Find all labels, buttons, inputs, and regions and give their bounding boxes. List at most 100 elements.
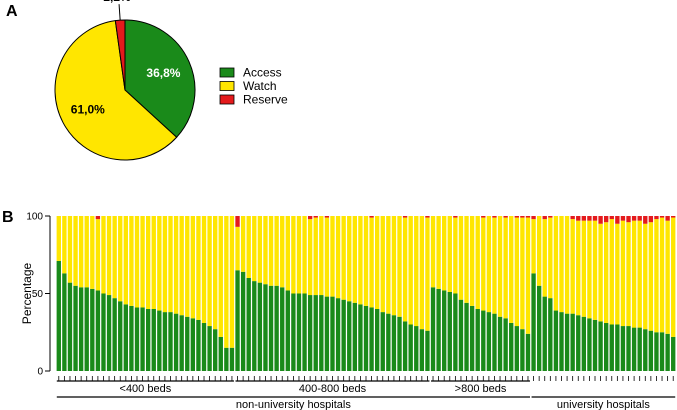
bar-access bbox=[637, 327, 642, 371]
bar-reserve bbox=[659, 216, 665, 218]
bar-access bbox=[492, 313, 497, 371]
bar-access bbox=[598, 321, 603, 371]
bar-access bbox=[514, 326, 519, 371]
y-axis: 0 50 100 Percentage bbox=[20, 212, 51, 378]
bar-watch bbox=[637, 220, 642, 328]
bar-access bbox=[397, 316, 402, 371]
bar-watch bbox=[386, 216, 391, 314]
bar-watch bbox=[525, 217, 531, 334]
bar-access bbox=[112, 298, 117, 371]
bar-access bbox=[67, 282, 73, 371]
bar-access bbox=[145, 309, 151, 371]
bar-access bbox=[408, 324, 413, 371]
bar-access bbox=[324, 296, 330, 371]
bar-reserve bbox=[307, 216, 313, 220]
bar-watch bbox=[643, 223, 648, 330]
bar-access bbox=[631, 327, 637, 371]
bar-reserve bbox=[503, 216, 508, 218]
bar-watch bbox=[123, 216, 128, 305]
bar-watch bbox=[207, 216, 212, 327]
bar-access bbox=[648, 330, 654, 371]
bar-reserve bbox=[492, 216, 497, 218]
bar-access bbox=[453, 293, 458, 371]
bar-access bbox=[626, 326, 631, 371]
bar-watch bbox=[604, 222, 609, 323]
bar-watch bbox=[285, 216, 290, 291]
bar-access bbox=[257, 282, 263, 371]
panel-b-label: B bbox=[2, 209, 14, 226]
legend-swatch-access bbox=[219, 67, 235, 78]
pie-label-watch: 61,0% bbox=[71, 103, 105, 117]
pie-slice-reserve bbox=[114, 19, 126, 91]
bar-watch bbox=[263, 216, 268, 285]
bar-watch bbox=[380, 216, 385, 313]
bar-watch bbox=[492, 217, 497, 314]
bar-watch bbox=[302, 216, 307, 294]
bar-watch bbox=[458, 216, 464, 300]
bar-access bbox=[73, 285, 78, 371]
bar-watch bbox=[252, 216, 257, 282]
bar-watch bbox=[78, 216, 84, 288]
bar-reserve bbox=[626, 216, 631, 223]
bar-access bbox=[665, 333, 670, 371]
bar-watch bbox=[118, 216, 123, 302]
bar-access bbox=[525, 333, 531, 371]
bar-access bbox=[207, 326, 212, 371]
bar-reserve bbox=[520, 216, 525, 218]
bar-watch bbox=[514, 217, 519, 327]
bar-watch bbox=[196, 216, 201, 320]
bar-watch bbox=[173, 216, 179, 314]
bar-reserve bbox=[570, 216, 575, 220]
bar-watch bbox=[62, 216, 67, 274]
bar-watch bbox=[453, 217, 458, 294]
bar-access bbox=[464, 302, 469, 371]
bar-watch bbox=[224, 216, 229, 348]
pie-leader-line bbox=[118, 4, 121, 21]
bar-access bbox=[173, 313, 179, 371]
bar-access bbox=[296, 293, 302, 371]
bar-access bbox=[129, 305, 134, 371]
bar-access bbox=[469, 305, 475, 371]
bar-reserve bbox=[95, 216, 101, 220]
bar-watch bbox=[218, 216, 223, 337]
bar-watch bbox=[402, 217, 408, 322]
group-label: <400 beds bbox=[120, 383, 172, 395]
bar-watch bbox=[469, 216, 475, 306]
bar-reserve bbox=[654, 216, 659, 220]
bar-access bbox=[654, 332, 659, 371]
y-axis-title: Percentage bbox=[20, 262, 34, 324]
bar-watch bbox=[240, 216, 246, 272]
bar-access bbox=[330, 296, 335, 371]
bar-access bbox=[414, 326, 419, 371]
bar-access bbox=[224, 347, 229, 371]
y-tick-label: 0 bbox=[37, 367, 43, 378]
bar-reserve bbox=[609, 216, 614, 220]
legend-label-reserve: Reserve bbox=[243, 93, 288, 107]
bar-reserve bbox=[671, 216, 676, 218]
bar-watch bbox=[436, 216, 441, 289]
bar-watch bbox=[352, 216, 358, 303]
bar-access bbox=[196, 319, 201, 371]
bar-watch bbox=[374, 216, 380, 309]
bar-watch bbox=[509, 216, 514, 323]
bar-watch bbox=[531, 219, 536, 274]
pie-chart bbox=[54, 19, 196, 161]
bar-watch bbox=[162, 216, 168, 313]
bar-access bbox=[570, 313, 575, 371]
bar-watch bbox=[648, 222, 654, 331]
bar-reserve bbox=[235, 216, 240, 227]
bar-access bbox=[352, 302, 358, 371]
bar-watch bbox=[190, 216, 196, 319]
bar-watch bbox=[106, 216, 112, 296]
bar-watch bbox=[151, 216, 156, 309]
bar-access bbox=[481, 310, 486, 371]
bar-access bbox=[101, 293, 106, 371]
bar-access bbox=[190, 318, 196, 371]
bar-access bbox=[363, 305, 369, 371]
bar-access bbox=[419, 329, 425, 371]
bar-access bbox=[179, 315, 184, 371]
bar-reserve bbox=[324, 216, 330, 218]
bar-watch bbox=[90, 216, 95, 289]
bar-access bbox=[447, 291, 452, 371]
